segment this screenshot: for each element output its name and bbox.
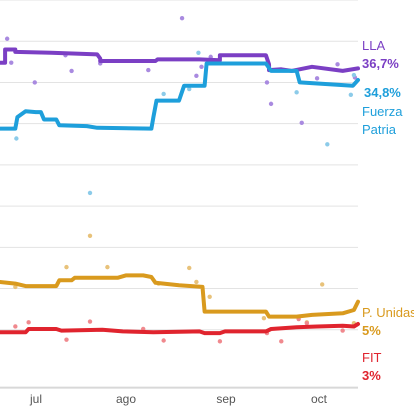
poll-dot bbox=[187, 86, 192, 92]
poll-dot bbox=[179, 15, 185, 21]
x-tick-label: oct bbox=[311, 392, 328, 406]
poll-dot bbox=[294, 90, 299, 95]
series-name-label: Fuerza bbox=[362, 104, 403, 119]
poll-dot bbox=[196, 50, 201, 55]
poll-dot bbox=[161, 91, 166, 97]
series-value-label: 3% bbox=[362, 368, 381, 383]
series-name-label: P. Unidas bbox=[362, 305, 414, 320]
poll-dot bbox=[87, 190, 93, 196]
poll-dot bbox=[207, 294, 212, 299]
series-name-label: LLA bbox=[362, 38, 385, 53]
poll-dot bbox=[87, 233, 93, 238]
poll-dot bbox=[325, 142, 330, 147]
series-name-label: FIT bbox=[362, 350, 382, 365]
poll-dot bbox=[340, 328, 345, 333]
poll-dot bbox=[348, 92, 354, 98]
series-value-label: 34,8% bbox=[364, 85, 401, 100]
poll-dot bbox=[32, 80, 37, 85]
poll-dot bbox=[217, 339, 223, 344]
series-name-label: Patria bbox=[362, 122, 397, 137]
poll-dot bbox=[261, 316, 267, 321]
series-lines-layer bbox=[0, 47, 360, 336]
series-line bbox=[0, 322, 360, 336]
poll-dot bbox=[320, 282, 325, 287]
poll-dot bbox=[194, 73, 199, 79]
series-line bbox=[0, 47, 360, 73]
poll-dot bbox=[14, 136, 19, 141]
poll-dot bbox=[69, 68, 74, 74]
poll-dot bbox=[351, 72, 357, 78]
poll-dot bbox=[304, 320, 310, 326]
x-tick-label: ago bbox=[116, 392, 136, 406]
poll-dot bbox=[194, 279, 199, 285]
poll-dot bbox=[268, 101, 274, 107]
poll-dot bbox=[64, 337, 69, 342]
x-axis: jul ago sep oct bbox=[0, 387, 358, 406]
poll-dot bbox=[314, 76, 320, 81]
poll-dot bbox=[279, 339, 284, 344]
poll-dot bbox=[335, 62, 340, 67]
poll-dot bbox=[87, 319, 93, 324]
poll-dot bbox=[4, 36, 10, 41]
poll-dot bbox=[187, 265, 192, 271]
poll-dot bbox=[26, 320, 31, 325]
poll-dots-layer bbox=[4, 15, 358, 344]
series-labels-layer: LLA 36,7% Fuerza Patria 34,8% P. Unidas 5% FIT 3… bbox=[362, 38, 414, 383]
poll-dot bbox=[146, 67, 151, 73]
x-tick-label: jul bbox=[29, 392, 42, 406]
poll-dot bbox=[161, 338, 166, 343]
poll-dot bbox=[13, 324, 18, 329]
poll-dot bbox=[64, 264, 69, 270]
series-value-label: 5% bbox=[362, 323, 381, 338]
poll-dot bbox=[199, 64, 204, 69]
poll-dot bbox=[105, 264, 110, 270]
series-line bbox=[0, 61, 360, 131]
x-tick-label: sep bbox=[216, 392, 236, 406]
series-line bbox=[0, 273, 360, 319]
poll-dot bbox=[9, 60, 14, 65]
poll-dot bbox=[299, 120, 304, 126]
series-value-label: 36,7% bbox=[362, 56, 399, 71]
poll-dot bbox=[264, 80, 270, 85]
